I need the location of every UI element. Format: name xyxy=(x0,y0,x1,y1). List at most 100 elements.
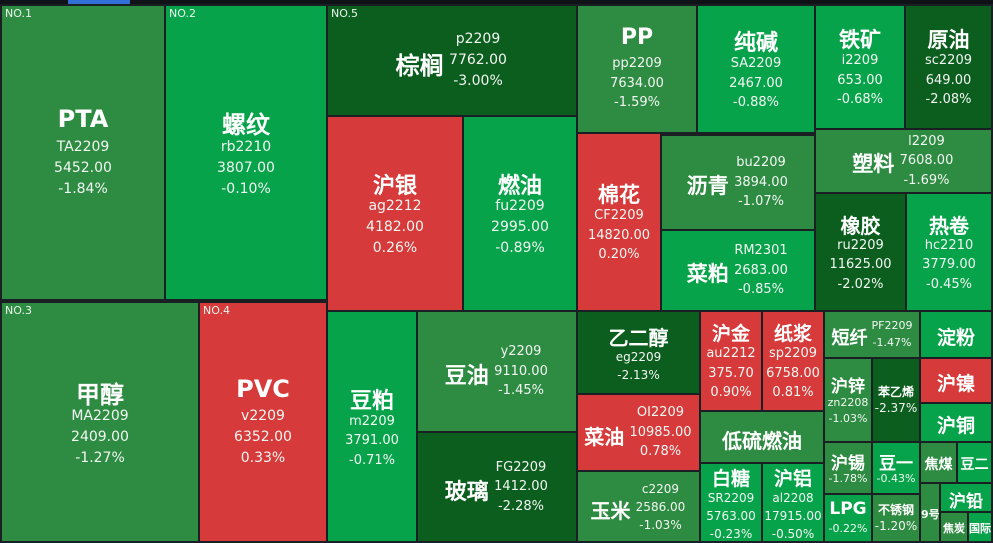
treemap-tile-13[interactable]: 原油 sc2209 649.00 -2.08% xyxy=(904,4,993,130)
tile-info: bu2209 3894.00 -1.07% xyxy=(733,153,789,212)
tile-name: 沥青 xyxy=(686,173,729,198)
treemap-tile-41[interactable]: 9号 xyxy=(919,482,941,543)
treemap-tile-24[interactable]: 纸浆 sp2209 6758.00 0.81% xyxy=(761,310,825,412)
top-tab-bar xyxy=(0,0,993,4)
treemap-tile-22[interactable]: 玉米 c2209 2586.00 -1.03% xyxy=(576,470,701,543)
treemap-tile-27[interactable]: 沪铝 al2208 17915.00 -0.50% xyxy=(761,462,825,543)
tile-name: 焦煤 xyxy=(924,457,953,474)
treemap-tile-9[interactable]: 玻璃 FG2209 1412.00 -2.28% xyxy=(416,431,578,543)
tile-value: -1.69% xyxy=(903,172,950,188)
treemap-tile-39[interactable]: 豆二 xyxy=(956,441,993,484)
tile-value: sc2209 xyxy=(924,53,972,69)
treemap-tile-14[interactable]: 棉花 CF2209 14820.00 0.20% xyxy=(576,132,662,312)
tile-value: 2995.00 xyxy=(491,219,549,236)
treemap-tile-2[interactable]: NO.3 甲醇 MA2209 2409.00 -1.27% xyxy=(0,301,200,543)
treemap-tile-0[interactable]: NO.1 PTA TA2209 5452.00 -1.84% xyxy=(0,4,166,301)
treemap-tile-18[interactable]: 橡胶 ru2209 11625.00 -2.02% xyxy=(814,192,907,312)
tile-name: PVC xyxy=(236,374,290,403)
tile-rank: NO.5 xyxy=(331,7,358,20)
tile-value: -1.20% xyxy=(874,518,918,533)
treemap-tile-25[interactable]: 低硫燃油 xyxy=(699,410,825,464)
tile-value: 375.70 xyxy=(708,365,754,381)
tile-info: al2208 17915.00 -0.50% xyxy=(763,489,823,541)
tile-value: -1.84% xyxy=(58,180,108,197)
active-tab-indicator[interactable] xyxy=(68,0,130,4)
tile-value: 7608.00 xyxy=(899,153,954,169)
treemap-tile-29[interactable]: 沪锌 zn2208 -1.03% xyxy=(823,357,873,443)
treemap-tile-35[interactable]: 淀粉 xyxy=(919,310,993,359)
treemap-tile-34[interactable]: 不锈钢 -1.20% xyxy=(871,493,921,543)
tile-value: fu2209 xyxy=(495,198,545,215)
treemap-tile-23[interactable]: 沪金 au2212 375.70 0.90% xyxy=(699,310,763,412)
tile-name: 菜粕 xyxy=(686,261,729,286)
treemap-tile-10[interactable]: PP pp2209 7634.00 -1.59% xyxy=(576,4,698,134)
treemap-tile-32[interactable]: 豆一 -0.43% xyxy=(871,441,921,495)
tile-info: -0.22% xyxy=(825,521,871,538)
tile-value: m2209 xyxy=(349,413,395,429)
treemap-tile-28[interactable]: 短纤 PF2209 -1.47% xyxy=(823,310,921,359)
treemap-tile-6[interactable]: 燃油 fu2209 2995.00 -0.89% xyxy=(462,115,578,312)
treemap-tile-43[interactable]: 国际铜 xyxy=(967,511,993,543)
treemap-tile-19[interactable]: 热卷 hc2210 3779.00 -0.45% xyxy=(905,192,993,312)
tile-value: 3779.00 xyxy=(922,257,976,273)
tile-value: c2209 xyxy=(641,481,680,496)
tile-info: pp2209 7634.00 -1.59% xyxy=(578,54,696,113)
tile-name: 棉花 xyxy=(598,183,640,208)
treemap-tile-26[interactable]: 白糖 SR2209 5763.00 -0.23% xyxy=(699,462,763,543)
treemap-tile-37[interactable]: 沪铜 xyxy=(919,402,993,443)
tile-name: 玉米 xyxy=(590,498,631,523)
tile-value: -2.02% xyxy=(837,276,884,292)
treemap-tile-3[interactable]: NO.4 PVC v2209 6352.00 0.33% xyxy=(198,301,328,543)
tile-value: 649.00 xyxy=(925,72,972,88)
tile-info: MA2209 2409.00 -1.27% xyxy=(2,406,198,469)
treemap-tile-12[interactable]: 铁矿 i2209 653.00 -0.68% xyxy=(814,4,906,130)
tile-name: 短纤 xyxy=(831,327,868,349)
treemap-tile-38[interactable]: 焦煤 xyxy=(919,441,958,484)
treemap-tile-31[interactable]: 沪锡 -1.78% xyxy=(823,441,873,495)
tile-value: 5452.00 xyxy=(54,159,112,176)
treemap-tile-4[interactable]: NO.5 棕榈 p2209 7762.00 -3.00% xyxy=(326,4,578,117)
tile-name: 沪铝 xyxy=(773,468,812,490)
treemap-tile-15[interactable]: 沥青 bu2209 3894.00 -1.07% xyxy=(660,134,816,231)
treemap-tile-17[interactable]: 菜粕 RM2301 2683.00 -0.85% xyxy=(660,229,816,312)
tile-info: p2209 7762.00 -3.00% xyxy=(448,29,509,92)
treemap-tile-16[interactable]: 塑料 l2209 7608.00 -1.69% xyxy=(814,128,993,194)
tile-name: 沪银 xyxy=(372,173,417,199)
tile-value: -0.88% xyxy=(733,95,779,111)
treemap-tile-11[interactable]: 纯碱 SA2209 2467.00 -0.88% xyxy=(696,4,816,134)
tile-value: -0.50% xyxy=(771,526,815,541)
tile-info: i2209 653.00 -0.68% xyxy=(816,51,904,110)
treemap-tile-1[interactable]: NO.2 螺纹 rb2210 3807.00 -0.10% xyxy=(164,4,328,301)
tile-info: sc2209 649.00 -2.08% xyxy=(906,51,991,110)
treemap-tile-30[interactable]: 苯乙烯 -2.37% xyxy=(871,357,921,443)
tile-value: TA2209 xyxy=(56,138,110,155)
treemap-tile-21[interactable]: 菜油 OI2209 10985.00 0.78% xyxy=(576,393,701,472)
tile-info: ru2209 11625.00 -2.02% xyxy=(816,236,905,295)
tile-info: y2209 9110.00 -1.45% xyxy=(493,342,549,401)
treemap-tile-36[interactable]: 沪镍 xyxy=(919,357,993,404)
tile-value: -0.71% xyxy=(349,452,395,468)
tile-value: 3791.00 xyxy=(345,433,399,449)
tile-value: ag2212 xyxy=(368,198,422,215)
tile-value: -0.22% xyxy=(828,521,868,535)
tile-value: pp2209 xyxy=(612,56,662,72)
tile-info: -1.20% xyxy=(873,517,919,535)
treemap-tile-42[interactable]: 焦炭 xyxy=(939,511,969,543)
treemap-tile-20[interactable]: 乙二醇 eg2209 -2.13% xyxy=(576,310,701,395)
tile-value: 11625.00 xyxy=(829,257,892,273)
tile-value: 9110.00 xyxy=(494,363,548,379)
tile-value: -1.07% xyxy=(737,194,784,210)
tile-value: -3.00% xyxy=(453,73,503,89)
treemap-tile-40[interactable]: 沪铅 xyxy=(939,482,993,513)
tile-value: 2586.00 xyxy=(635,499,686,514)
treemap-tile-7[interactable]: 豆粕 m2209 3791.00 -0.71% xyxy=(326,310,418,543)
treemap-tile-33[interactable]: LPG -0.22% xyxy=(823,493,873,543)
treemap-tile-5[interactable]: 沪银 ag2212 4182.00 0.26% xyxy=(326,115,464,312)
tile-value: -1.59% xyxy=(614,95,660,111)
treemap-tile-8[interactable]: 豆油 y2209 9110.00 -1.45% xyxy=(416,310,578,433)
futures-treemap: NO.1 PTA TA2209 5452.00 -1.84% NO.2 螺纹 rb2210 38… xyxy=(0,4,993,543)
tile-value: 2683.00 xyxy=(734,262,788,278)
tile-name: 沪镍 xyxy=(936,373,975,396)
tile-value: -0.85% xyxy=(737,282,784,298)
tile-name: 豆一 xyxy=(879,453,913,474)
